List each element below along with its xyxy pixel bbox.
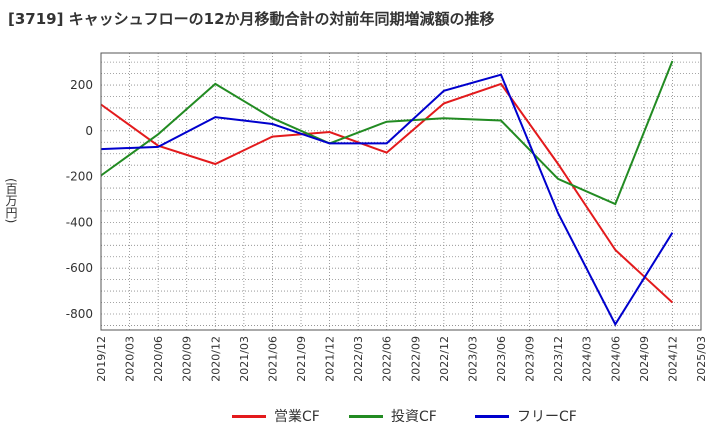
x-tick-label: 2019/12 [95, 336, 108, 382]
x-tick-label: 2020/12 [209, 336, 222, 382]
legend-label: 営業CF [274, 409, 320, 425]
y-tick-label: -800 [66, 307, 93, 321]
x-tick-label: 2025/03 [695, 336, 708, 382]
x-tick-label: 2021/12 [324, 336, 337, 382]
y-tick-label: -400 [66, 215, 93, 229]
legend-item: 営業CF [232, 404, 320, 428]
x-tick-label: 2020/06 [152, 336, 165, 382]
y-tick-label: 200 [70, 78, 93, 92]
plot-frame [100, 52, 702, 331]
y-tick-label: -600 [66, 261, 93, 275]
y-axis-label: (百万円) [4, 178, 18, 224]
x-tick-label: 2024/06 [609, 336, 622, 382]
x-tick-label: 2023/12 [552, 336, 565, 382]
x-tick-label: 2020/03 [124, 336, 137, 382]
legend-swatch [475, 414, 509, 418]
legend-label: 投資CF [391, 409, 437, 425]
legend-item: フリーCF [475, 404, 577, 428]
x-tick-label: 2021/09 [295, 336, 308, 382]
chart-title: [3719] キャッシュフローの12か月移動合計の対前年同期増減額の推移 [8, 10, 495, 28]
x-tick-label: 2022/03 [352, 336, 365, 382]
y-tick-label: -200 [66, 170, 93, 184]
legend-item: 投資CF [349, 404, 437, 428]
x-tick-label: 2022/12 [438, 336, 451, 382]
x-tick-label: 2020/09 [181, 336, 194, 382]
x-ticks: 2019/12 2020/03 2020/06 2020/09 2020/12 2021/… [95, 336, 708, 382]
series-line-3 [100, 73, 674, 327]
y-ticks: 200 0 -200 -400 -600 -800 [66, 78, 93, 321]
series-line-2 [100, 60, 674, 206]
x-tick-label: 2024/09 [638, 336, 651, 382]
x-tick-label: 2024/12 [666, 336, 679, 382]
legend-label: フリーCF [517, 409, 577, 425]
y-tick-label: 0 [85, 124, 93, 138]
legend: 営業CF 投資CF フリーCF [0, 404, 720, 428]
series-line-1 [100, 82, 674, 304]
x-tick-label: 2023/06 [495, 336, 508, 382]
series-layer [100, 60, 674, 327]
x-tick-label: 2022/09 [409, 336, 422, 382]
legend-swatch [349, 414, 383, 418]
grid [100, 53, 702, 330]
x-tick-label: 2021/03 [238, 336, 251, 382]
x-tick-label: 2024/03 [581, 336, 594, 382]
x-tick-label: 2021/06 [266, 336, 279, 382]
x-tick-label: 2022/06 [381, 336, 394, 382]
x-tick-label: 2023/03 [466, 336, 479, 382]
x-tick-label: 2023/09 [524, 336, 537, 382]
legend-swatch [232, 414, 266, 418]
